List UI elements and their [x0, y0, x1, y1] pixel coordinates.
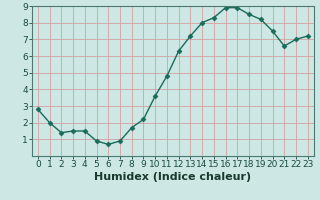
X-axis label: Humidex (Indice chaleur): Humidex (Indice chaleur) [94, 172, 252, 182]
